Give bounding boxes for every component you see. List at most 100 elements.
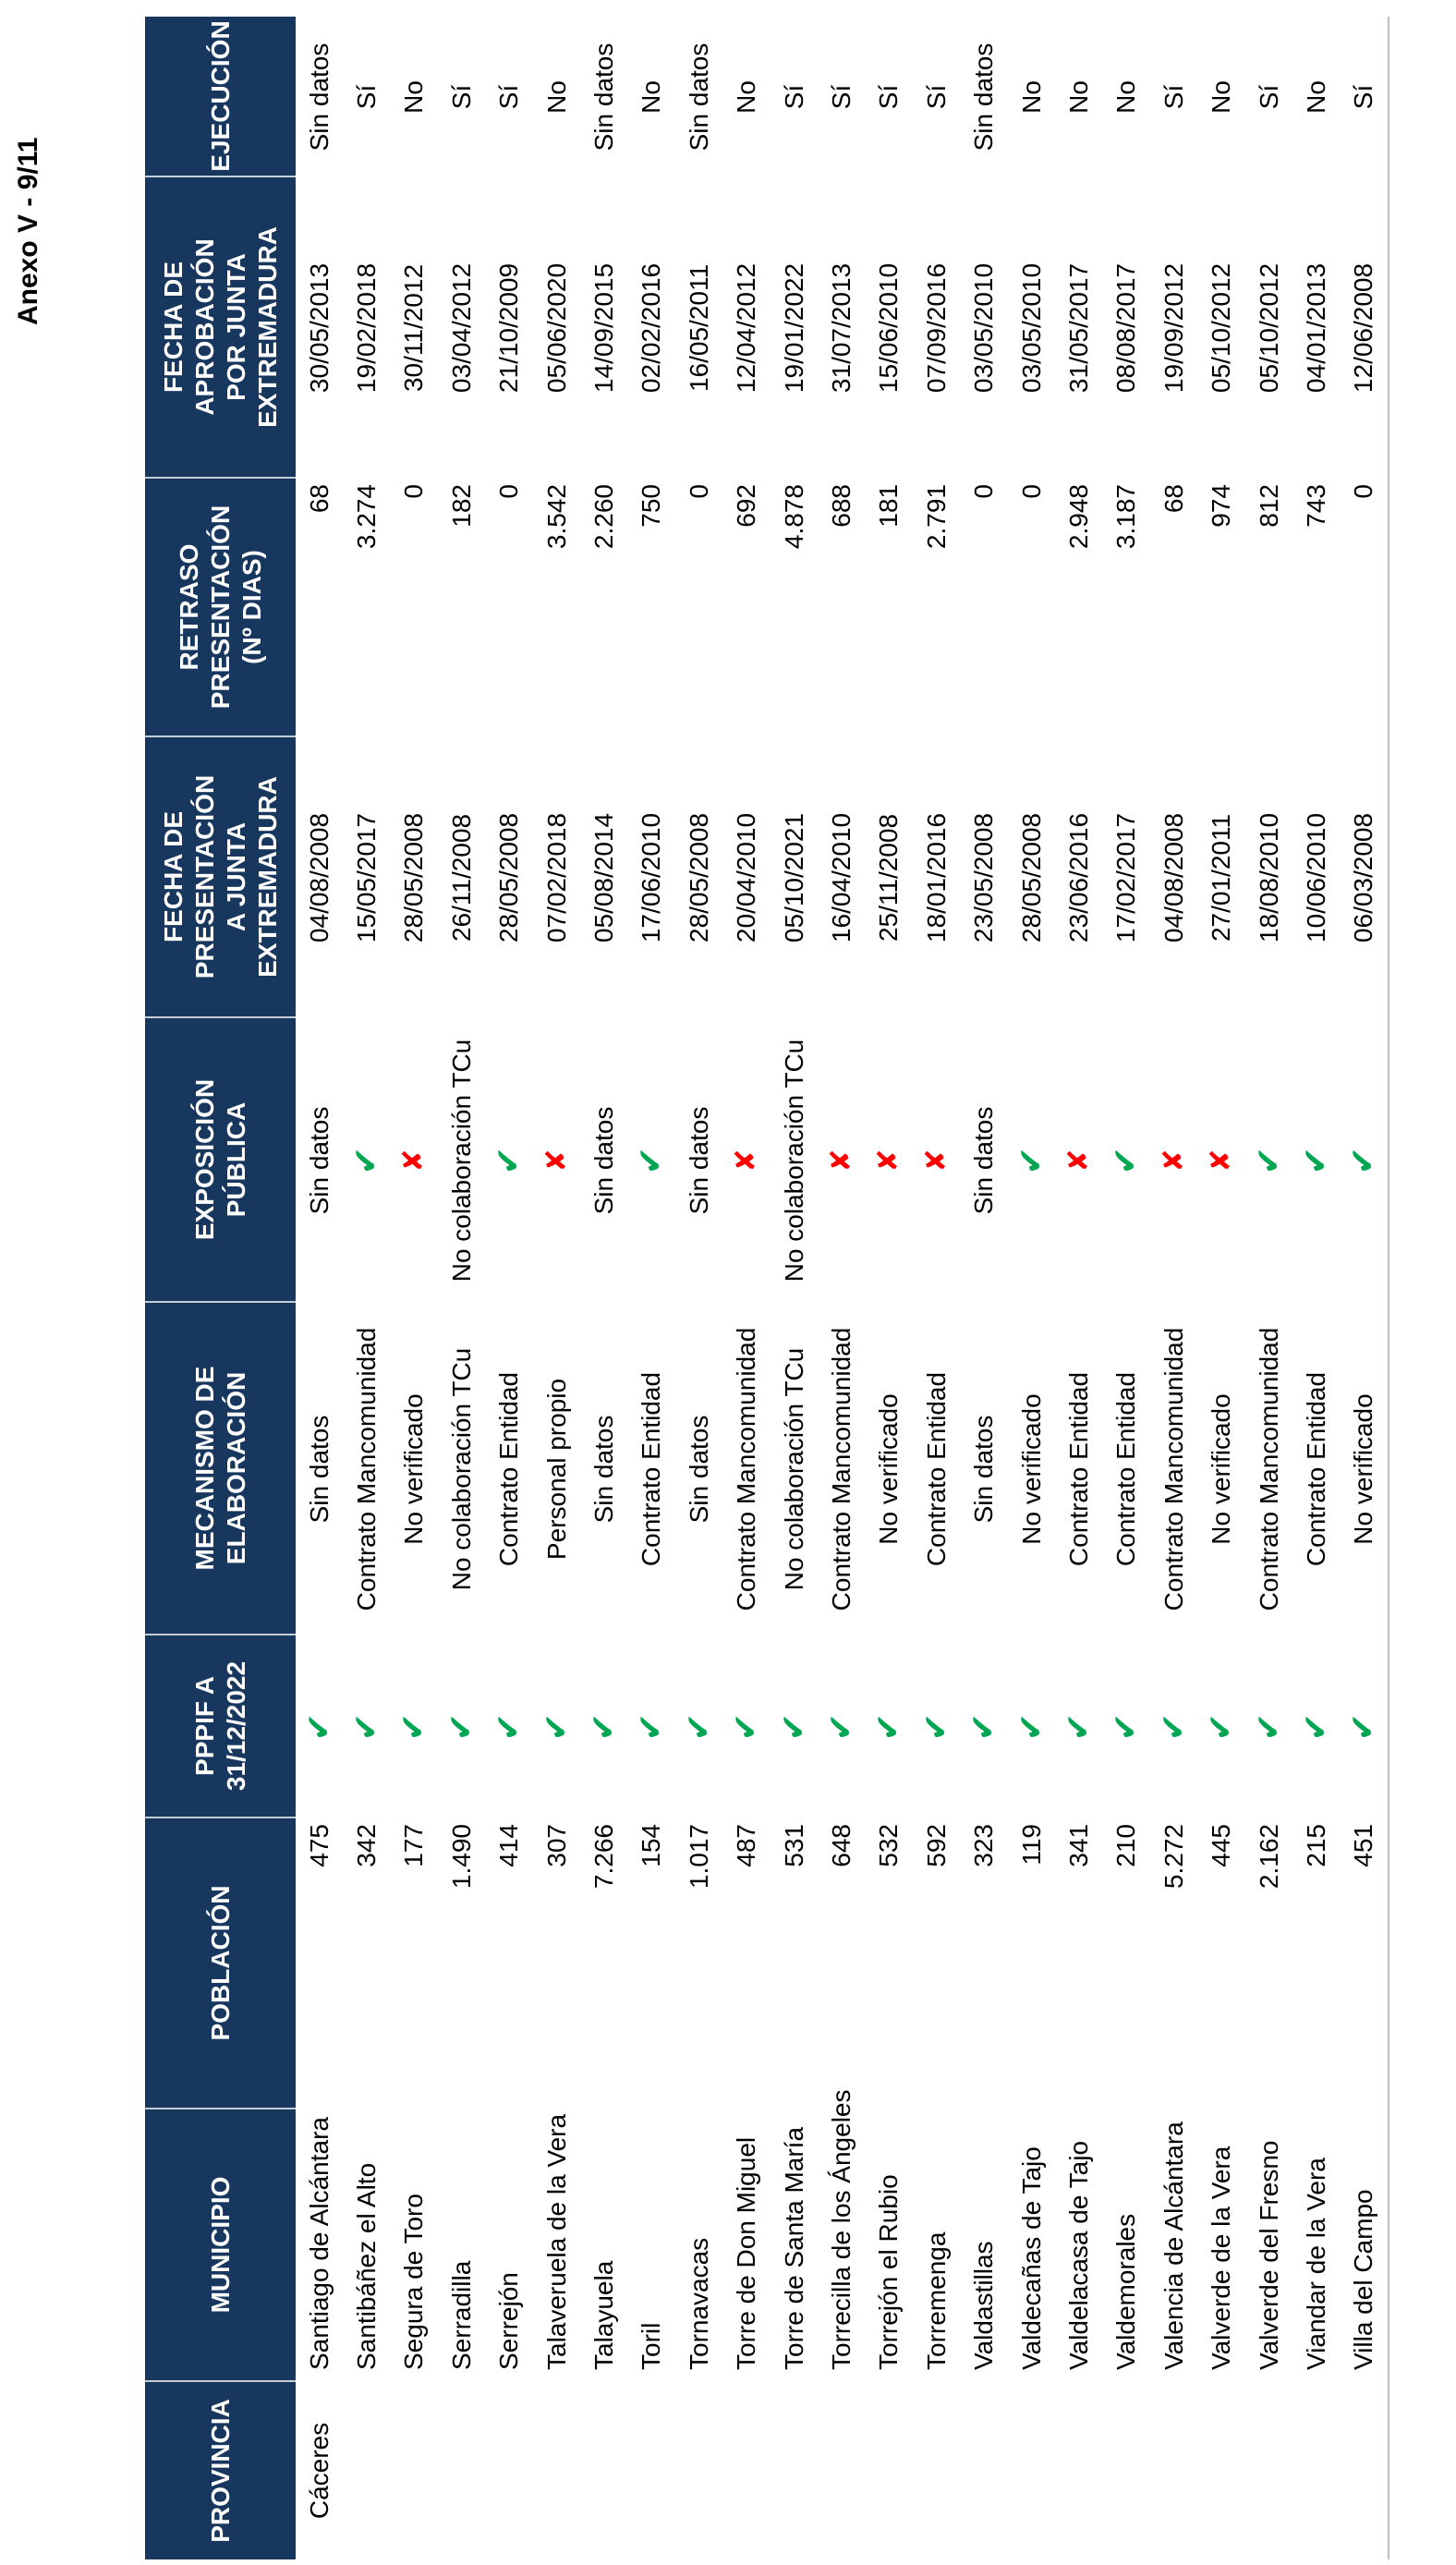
cell-poblacion: 342 xyxy=(352,1824,382,1867)
cell-ejecucion: No xyxy=(1301,80,1330,114)
column-header-provincia: PROVINCIA xyxy=(145,2382,296,2559)
cell-exposicion: ✘ xyxy=(723,1018,770,1303)
municipalities-table: PROVINCIA MUNICIPIO POBLACIÓN PPPIF A 31/12… xyxy=(145,17,1389,2559)
cell-fecha_presentacion: 26/11/2008 xyxy=(446,813,476,942)
cell-fecha_aprobacion: 03/05/2010 xyxy=(1016,262,1046,394)
cell-municipio: Torre de Don Miguel xyxy=(732,2136,761,2370)
cross-icon: ✘ xyxy=(540,1149,573,1173)
cell-fecha_aprobacion: 19/02/2018 xyxy=(352,262,382,394)
cell-exposicion: Sin datos xyxy=(589,1106,619,1215)
check-icon: ✔ xyxy=(299,1712,338,1742)
cell-municipio: Serrejón xyxy=(494,2272,524,2370)
cell-retraso: 750 xyxy=(637,484,666,528)
cell-mecanismo: Contrato Mancomunidad xyxy=(732,1327,761,1611)
column-header-municipio: MUNICIPIO xyxy=(145,2109,296,2382)
cell-municipio: Talaveruela de la Vera xyxy=(541,2113,571,2370)
cell-exposicion: Sin datos xyxy=(684,1106,713,1215)
cross-icon: ✘ xyxy=(1205,1149,1238,1173)
cell-municipio: Valdelacasa de Tajo xyxy=(1063,2140,1093,2370)
check-icon: ✔ xyxy=(869,1712,908,1742)
check-icon: ✔ xyxy=(394,1712,433,1742)
cell-ejecucion: No xyxy=(732,80,761,114)
cell-pppif: ✔ xyxy=(818,1635,865,1818)
cell-pppif: ✔ xyxy=(580,1635,627,1818)
cell-poblacion: 487 xyxy=(732,1824,761,1867)
cell-fecha_aprobacion: 15/06/2010 xyxy=(874,262,904,394)
cell-pppif: ✔ xyxy=(913,1635,960,1818)
cell-retraso: 812 xyxy=(1254,484,1283,528)
cell-fecha_aprobacion: 05/06/2020 xyxy=(541,262,571,394)
cell-retraso: 0 xyxy=(494,484,524,499)
cell-retraso: 0 xyxy=(684,484,713,499)
cell-mecanismo: Contrato Mancomunidad xyxy=(1254,1327,1283,1611)
cell-municipio: Valencia de Alcántara xyxy=(1159,2121,1188,2370)
cell-ejecucion: Sí xyxy=(779,84,808,110)
cell-fecha_presentacion: 17/02/2017 xyxy=(1111,812,1141,943)
column-header-pppif: PPPIF A 31/12/2022 xyxy=(145,1635,296,1818)
cell-fecha_aprobacion: 02/02/2016 xyxy=(637,262,666,394)
cell-pppif: ✔ xyxy=(675,1635,722,1818)
cell-municipio: Torremenga xyxy=(921,2231,951,2370)
cell-ejecucion: Sí xyxy=(494,84,524,110)
cross-icon: ✘ xyxy=(824,1149,857,1173)
check-icon: ✔ xyxy=(1296,1146,1335,1175)
cell-fecha_aprobacion: 03/04/2012 xyxy=(446,262,476,394)
cell-fecha_aprobacion: 19/01/2022 xyxy=(779,262,808,394)
provincia-merged-cell: Cáceres xyxy=(305,2422,334,2520)
cell-exposicion: ✔ xyxy=(1245,1018,1292,1303)
column-header-poblacion: POBLACIÓN xyxy=(145,1818,296,2109)
cell-poblacion: 592 xyxy=(921,1824,951,1867)
cell-poblacion: 451 xyxy=(1349,1824,1378,1867)
check-icon: ✔ xyxy=(1012,1712,1050,1742)
cell-fecha_presentacion: 16/04/2010 xyxy=(826,812,855,943)
cell-pppif: ✔ xyxy=(1055,1635,1102,1818)
cell-exposicion: ✘ xyxy=(866,1018,913,1303)
cell-poblacion: 414 xyxy=(494,1824,524,1867)
cell-pppif: ✔ xyxy=(770,1635,818,1818)
cell-ejecucion: Sin datos xyxy=(969,43,999,152)
check-icon: ✔ xyxy=(537,1712,576,1742)
cell-pppif: ✔ xyxy=(343,1635,390,1818)
check-icon: ✔ xyxy=(1202,1712,1241,1742)
cell-pppif: ✔ xyxy=(628,1635,675,1818)
cell-ejecucion: No xyxy=(1111,80,1141,114)
cell-pppif: ✔ xyxy=(486,1635,533,1818)
cell-retraso: 2.948 xyxy=(1063,484,1093,550)
check-icon: ✔ xyxy=(1296,1712,1335,1742)
cell-poblacion: 475 xyxy=(304,1824,334,1867)
cell-mecanismo: Sin datos xyxy=(969,1415,999,1524)
cell-exposicion: ✔ xyxy=(1292,1018,1340,1303)
cell-pppif: ✔ xyxy=(391,1635,438,1818)
cell-fecha_aprobacion: 30/05/2013 xyxy=(304,262,334,394)
cell-municipio: Santibáñez el Alto xyxy=(352,2162,382,2370)
cell-pppif: ✔ xyxy=(438,1635,485,1818)
cell-fecha_presentacion: 05/10/2021 xyxy=(779,812,808,943)
cell-pppif: ✔ xyxy=(1197,1635,1244,1818)
cell-exposicion: Sin datos xyxy=(304,1106,334,1215)
cell-pppif: ✔ xyxy=(1292,1635,1340,1818)
cell-fecha_presentacion: 28/05/2008 xyxy=(684,812,713,943)
cell-mecanismo: Contrato Entidad xyxy=(921,1371,951,1567)
cell-retraso: 0 xyxy=(399,484,429,499)
cell-fecha_presentacion: 04/08/2008 xyxy=(304,812,334,943)
cell-exposicion: ✔ xyxy=(628,1018,675,1303)
cell-fecha_aprobacion: 12/04/2012 xyxy=(732,262,761,394)
cell-mecanismo: No verificado xyxy=(1016,1393,1046,1545)
check-icon: ✔ xyxy=(916,1712,955,1742)
cell-fecha_presentacion: 20/04/2010 xyxy=(732,812,761,943)
check-icon: ✔ xyxy=(679,1712,718,1742)
cell-retraso: 4.878 xyxy=(779,484,808,550)
check-icon: ✔ xyxy=(1344,1712,1383,1742)
cell-retraso: 974 xyxy=(1207,484,1236,528)
cell-retraso: 743 xyxy=(1301,484,1330,528)
cell-poblacion: 323 xyxy=(969,1824,999,1867)
cell-exposicion: ✔ xyxy=(343,1018,390,1303)
cell-pppif: ✔ xyxy=(1341,1635,1388,1818)
cell-municipio: Valverde de la Vera xyxy=(1207,2146,1236,2370)
cell-fecha_aprobacion: 07/09/2016 xyxy=(921,262,951,394)
cell-pppif: ✔ xyxy=(1008,1635,1055,1818)
cell-fecha_aprobacion: 31/05/2017 xyxy=(1063,262,1093,394)
cell-mecanismo: Sin datos xyxy=(589,1415,619,1524)
cell-municipio: Tornavacas xyxy=(684,2237,713,2370)
